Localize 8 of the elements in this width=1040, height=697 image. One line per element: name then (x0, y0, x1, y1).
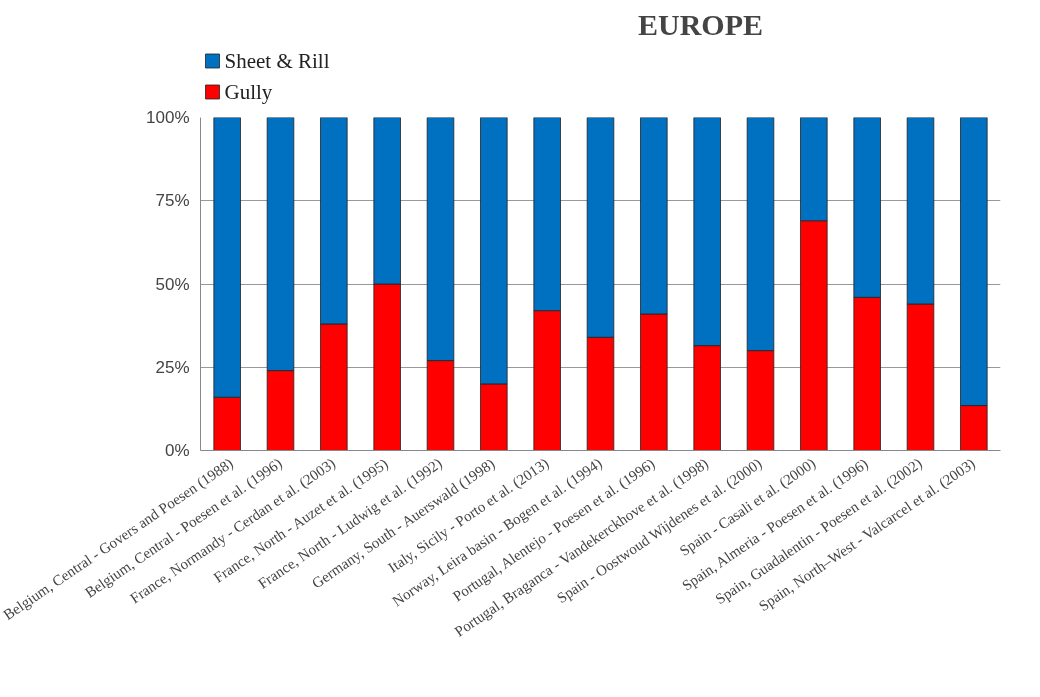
legend-label: Gully (224, 80, 273, 104)
y-tick-label: 25% (155, 357, 190, 377)
legend-label: Sheet & Rill (224, 49, 330, 73)
y-tick-label: 50% (155, 274, 190, 294)
chart-title: EUROPE (638, 7, 764, 41)
y-tick-label: 75% (155, 191, 190, 211)
y-tick-label: 0% (164, 441, 190, 460)
y-tick-label: 100% (146, 108, 190, 127)
